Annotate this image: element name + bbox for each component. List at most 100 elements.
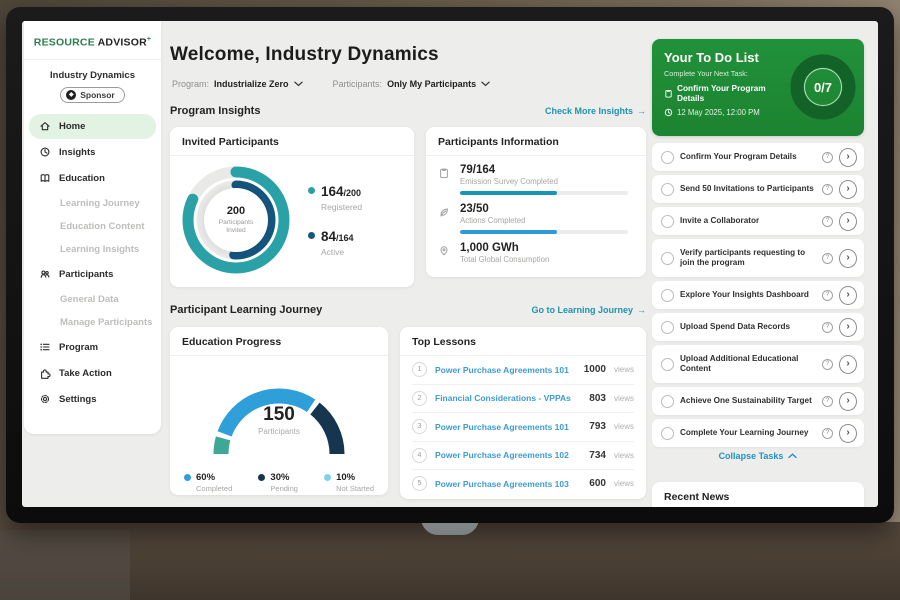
- sidebar-item-general-data[interactable]: General Data: [60, 293, 119, 305]
- checkbox-icon[interactable]: [661, 394, 674, 408]
- stat-emission-survey: 79/164 Emission Survey Completed: [426, 156, 646, 195]
- chevron-right-button[interactable]: ›: [839, 423, 857, 443]
- checkbox-icon[interactable]: [661, 357, 674, 371]
- lesson-link[interactable]: Power Purchase Agreements 101: [435, 421, 569, 432]
- program-filter-value: Industrialize Zero: [214, 79, 289, 89]
- filter-bar: Program: Industrialize Zero Participants…: [172, 79, 490, 89]
- info-icon: ?: [822, 252, 833, 264]
- todo-item[interactable]: Invite a Collaborator ? ›: [652, 207, 864, 235]
- sidebar-nav: Home Insights Education Learning Journey…: [24, 113, 161, 412]
- todo-subtitle: Complete Your Next Task:: [664, 69, 748, 78]
- todo-item[interactable]: Achieve One Sustainability Target ? ›: [652, 387, 864, 415]
- todo-item[interactable]: Complete Your Learning Journey ? ›: [652, 419, 864, 447]
- lesson-link[interactable]: Power Purchase Agreements 103: [435, 478, 569, 489]
- lesson-row: 4 Power Purchase Agreements 102 734 view…: [412, 440, 634, 470]
- todo-item[interactable]: Confirm Your Program Details ? ›: [652, 143, 864, 171]
- page-title: Welcome, Industry Dynamics: [170, 44, 439, 65]
- todo-summary-card: Your To Do List Complete Your Next Task:…: [652, 39, 864, 136]
- logo-resource: RESOURCE: [33, 36, 95, 49]
- insights-icon: [38, 146, 51, 159]
- sidebar-item-manage-participants[interactable]: Manage Participants: [60, 316, 153, 328]
- checkbox-icon[interactable]: [661, 150, 674, 164]
- sidebar-item-education-content[interactable]: Education Content: [60, 220, 145, 232]
- sidebar-item-insights[interactable]: Insights: [29, 140, 156, 165]
- sidebar-item-participants[interactable]: Participants: [29, 262, 156, 287]
- gauge-legend: 60% Completed 30% Pending 10% Not Started: [170, 462, 388, 493]
- legend-registered: 164/200 Registered: [308, 183, 362, 212]
- desk-shadow: [0, 530, 130, 600]
- legend-not-started: 10% Not Started: [324, 472, 374, 493]
- check-more-insights-link[interactable]: Check More Insights →: [544, 106, 646, 116]
- info-icon: ?: [822, 427, 833, 439]
- lesson-rank: 3: [412, 419, 427, 435]
- chevron-right-button[interactable]: ›: [839, 211, 857, 231]
- program-icon: [38, 341, 51, 354]
- sidebar-item-label: Education: [59, 172, 105, 184]
- clipboard-icon: [664, 89, 673, 98]
- todo-datetime: 12 May 2025, 12:00 PM: [677, 108, 760, 117]
- chevron-right-button[interactable]: ›: [839, 285, 857, 305]
- legend-dot: [308, 232, 315, 239]
- todo-item[interactable]: Upload Spend Data Records ? ›: [652, 313, 864, 341]
- todo-progress-ring: 0/7: [786, 50, 860, 124]
- chevron-down-icon: [293, 81, 303, 87]
- checkbox-icon[interactable]: [661, 214, 674, 228]
- legend-completed: 60% Completed: [184, 472, 232, 493]
- legend-pending: 30% Pending: [258, 472, 298, 493]
- sidebar-item-education[interactable]: Education: [29, 166, 156, 191]
- lesson-row: 3 Power Purchase Agreements 101 793 view…: [412, 412, 634, 441]
- checkbox-icon[interactable]: [661, 288, 674, 302]
- education-progress-card: Education Progress 150 Participants 60% C…: [170, 327, 388, 495]
- todo-item[interactable]: Upload Additional Educational Content ? …: [652, 345, 864, 383]
- chevron-right-button[interactable]: ›: [839, 317, 857, 337]
- program-filter-dropdown[interactable]: Program: Industrialize Zero: [172, 79, 303, 89]
- sidebar-item-home[interactable]: Home: [29, 113, 156, 139]
- sponsor-label: Sponsor: [80, 89, 115, 100]
- info-icon: ?: [822, 151, 833, 163]
- chevron-right-button[interactable]: ›: [839, 179, 857, 199]
- checkbox-icon[interactable]: [661, 320, 674, 334]
- lesson-row: 5 Power Purchase Agreements 103 600 view…: [412, 469, 634, 498]
- sponsor-icon: ◆: [66, 89, 77, 100]
- checkbox-icon[interactable]: [661, 426, 674, 440]
- sidebar-item-program[interactable]: Program: [29, 335, 156, 360]
- card-title: Participants Information: [426, 127, 646, 156]
- actions-icon: [438, 203, 451, 234]
- lesson-link[interactable]: Power Purchase Agreements 102: [435, 450, 569, 461]
- chevron-right-button[interactable]: ›: [839, 248, 857, 268]
- sidebar-item-settings[interactable]: Settings: [29, 387, 156, 412]
- todo-item[interactable]: Send 50 Invitations to Participants ? ›: [652, 175, 864, 203]
- go-to-learning-journey-link[interactable]: Go to Learning Journey →: [531, 305, 646, 315]
- lesson-row: 2 Financial Considerations - VPPAs 803 v…: [412, 383, 634, 413]
- card-title: Top Lessons: [400, 327, 646, 356]
- chevron-right-button[interactable]: ›: [839, 354, 857, 374]
- card-title: Education Progress: [170, 327, 388, 356]
- checkbox-icon[interactable]: [661, 182, 674, 196]
- lesson-rank: 2: [412, 390, 427, 406]
- checkbox-icon[interactable]: [661, 251, 674, 265]
- legend-dot: [258, 474, 266, 481]
- chevron-right-button[interactable]: ›: [839, 147, 857, 167]
- program-insights-header: Program Insights Check More Insights →: [170, 105, 646, 117]
- lesson-link[interactable]: Power Purchase Agreements 101: [435, 364, 569, 375]
- invited-participants-card: Invited Participants 200 Participants In…: [170, 127, 414, 287]
- sidebar-item-label: Program: [59, 341, 99, 353]
- lesson-rank: 4: [412, 447, 427, 463]
- lesson-rank: 5: [412, 476, 427, 492]
- sponsor-badge: ◆ Sponsor: [60, 86, 125, 103]
- sidebar-item-label: Home: [59, 120, 86, 132]
- info-icon: ?: [822, 289, 833, 301]
- sidebar-item-learning-insights[interactable]: Learning Insights: [60, 243, 140, 255]
- sidebar-item-learning-journey[interactable]: Learning Journey: [60, 197, 140, 209]
- info-icon: ?: [822, 395, 833, 407]
- monitor-bezel: RESOURCE ADVISOR+ Industry Dynamics ◆ Sp…: [6, 7, 894, 523]
- legend-dot: [308, 187, 315, 194]
- todo-item[interactable]: Explore Your Insights Dashboard ? ›: [652, 281, 864, 309]
- lesson-link[interactable]: Financial Considerations - VPPAs: [435, 393, 571, 404]
- desk-background: [0, 522, 900, 600]
- chevron-right-button[interactable]: ›: [839, 391, 857, 411]
- collapse-tasks-link[interactable]: Collapse Tasks: [652, 451, 864, 461]
- participants-filter-dropdown[interactable]: Participants: Only My Participants: [333, 79, 491, 89]
- sidebar-item-take-action[interactable]: Take Action: [29, 361, 156, 386]
- todo-item[interactable]: Verify participants requesting to join t…: [652, 239, 864, 277]
